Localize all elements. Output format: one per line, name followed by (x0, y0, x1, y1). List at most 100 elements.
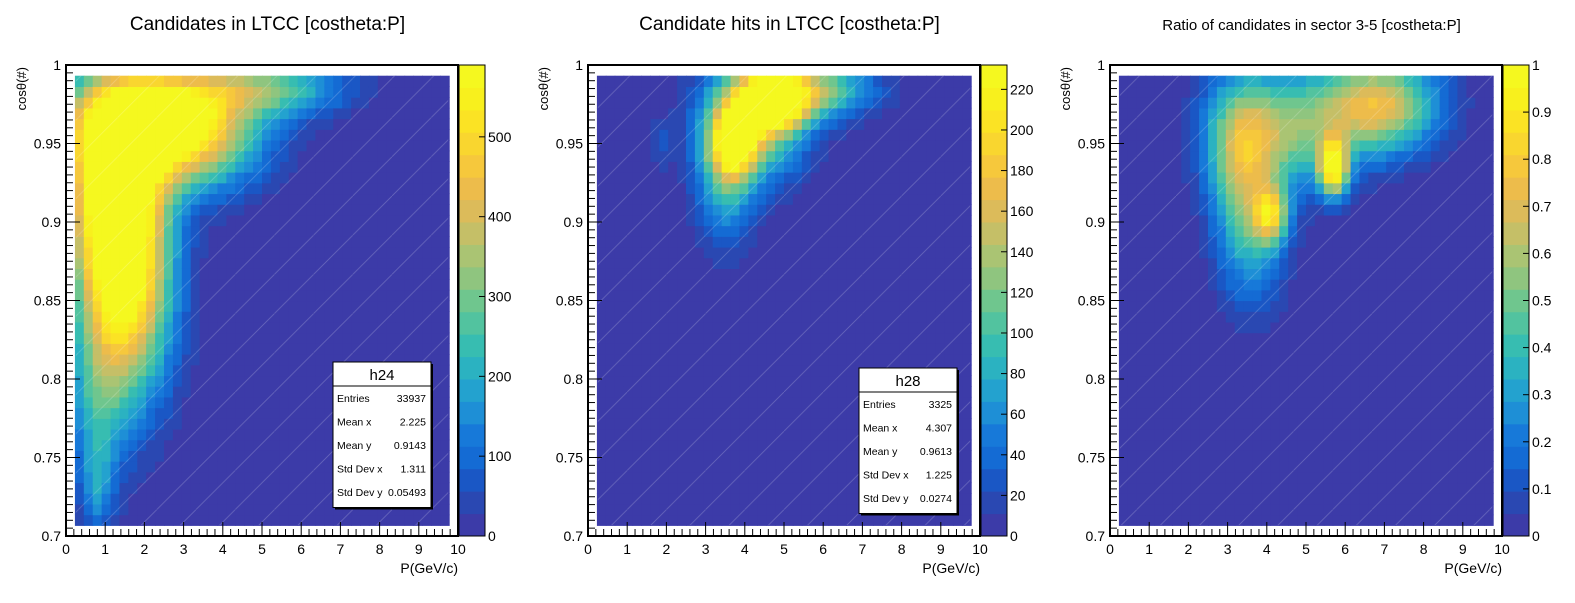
y-tick-label: 0.8 (42, 371, 62, 387)
color-bar-label: 180 (1010, 163, 1034, 179)
color-bar-step (459, 266, 485, 290)
x-tick-label: 2 (663, 541, 671, 557)
color-bar-step (981, 468, 1007, 492)
color-bar-label: 0 (488, 528, 496, 544)
color-bar-frame (980, 64, 1008, 537)
color-bar-step (459, 401, 485, 425)
color-bar-step (981, 379, 1007, 402)
color-bar-step (981, 491, 1007, 515)
color-bar-step (459, 491, 485, 515)
y-tick-label: 0.8 (564, 371, 584, 387)
stats-box-name: h28 (895, 373, 920, 390)
x-axis: 0 1 2 3 4 5 6 7 8 9 10P(GeV/c) (62, 522, 466, 576)
stats-box: h24 Entries 33937 Mean x 2.225 Mean y 0.9143 St… (332, 361, 433, 510)
color-bar-step (981, 65, 1007, 88)
color-bar-step (981, 132, 1007, 156)
chart-title: Candidate hits in LTCC [costheta:P] (639, 14, 940, 35)
color-bar-label: 40 (1010, 447, 1026, 463)
chart-title: Candidates in LTCC [costheta:P] (130, 14, 405, 35)
x-tick-label: 9 (937, 541, 945, 557)
stats-row-value: 33937 (397, 393, 426, 405)
color-bar-label: 200 (488, 368, 512, 384)
x-tick-label: 1 (101, 541, 109, 557)
stats-row-value: 3325 (929, 399, 953, 411)
color-bar-step (981, 446, 1007, 470)
chart-panel-1: Candidates in LTCC [costheta:P]0 1 2 3 4 5 6 7 8… (14, 14, 512, 576)
x-tick-label: 6 (819, 541, 827, 557)
x-tick-label: 6 (297, 541, 305, 557)
color-bar-step (459, 87, 485, 111)
x-tick-label: 10 (972, 541, 988, 557)
color-bar-step (981, 513, 1007, 537)
color-bar-label: 400 (488, 209, 512, 225)
color-bar-step (981, 222, 1007, 245)
color-bar-label: 160 (1010, 203, 1034, 219)
color-bar-label: 140 (1010, 244, 1034, 260)
color-bar-step (981, 334, 1007, 358)
stats-row-label: Mean x (863, 423, 898, 435)
color-bar-label: 220 (1010, 81, 1034, 97)
x-tick-label: 7 (859, 541, 867, 557)
y-tick-label: 0.75 (34, 450, 61, 466)
x-tick-label: 9 (415, 541, 423, 557)
x-tick-label: 1 (623, 541, 631, 557)
stats-row-label: Std Dev y (863, 493, 909, 505)
x-tick-label: 8 (898, 541, 906, 557)
color-bar-step (981, 289, 1007, 313)
stats-row-label: Std Dev x (337, 464, 383, 476)
color-bar-step (459, 289, 485, 313)
x-tick-label: 0 (62, 541, 70, 557)
stats-row-label: Mean y (863, 446, 898, 458)
color-bar-label: 100 (488, 448, 512, 464)
x-tick-label: 3 (180, 541, 188, 557)
y-tick-label: 0.9 (42, 214, 62, 230)
y-tick-label: 0.95 (34, 136, 61, 152)
color-bar-step (459, 513, 485, 537)
stats-row-label: Mean x (337, 417, 372, 429)
stats-row-value: 0.9143 (394, 440, 426, 452)
y-tick-label: 0.7 (564, 528, 584, 544)
color-bar-label: 100 (1010, 325, 1034, 341)
stats-row-label: Mean y (337, 440, 372, 452)
x-tick-label: 4 (741, 541, 749, 557)
color-bar-step (459, 468, 485, 492)
stats-row-label: Entries (337, 393, 370, 405)
x-tick-label: 3 (702, 541, 710, 557)
x-tick-label: 0 (584, 541, 592, 557)
color-bar-label: 80 (1010, 366, 1026, 382)
stats-row-value: 0.0274 (920, 493, 952, 505)
stats-row-value: 1.311 (401, 464, 427, 476)
stats-box-name: h24 (369, 367, 394, 384)
color-bar-label: 0 (1010, 528, 1018, 544)
x-tick-label: 4 (219, 541, 227, 557)
color-bar-step (459, 311, 485, 335)
color-bar-step (459, 154, 485, 178)
x-axis-label: P(GeV/c) (922, 560, 980, 576)
color-bar-step (459, 65, 485, 88)
y-axis-label: cosθ(#) (14, 67, 29, 110)
stats-row-label: Entries (863, 399, 896, 411)
color-bar-frame (458, 64, 486, 537)
y-tick-label: 0.85 (34, 293, 61, 309)
y-tick-label: 1 (575, 57, 583, 73)
color-bar-step (981, 401, 1007, 425)
stats-row-label: Std Dev y (337, 487, 383, 499)
color-bar-step (981, 199, 1007, 223)
x-tick-label: 7 (337, 541, 345, 557)
color-bar-step (981, 244, 1007, 268)
color-bar-label: 120 (1010, 284, 1034, 300)
color-bar-step (459, 356, 485, 380)
y-tick-label: 1 (53, 57, 61, 73)
stats-row-value: 0.05493 (388, 487, 426, 499)
stats-row-value: 2.225 (400, 417, 426, 429)
color-bar-label: 500 (488, 129, 512, 145)
color-bar-step (981, 109, 1007, 133)
color-bar-step (459, 132, 485, 156)
x-tick-label: 5 (780, 541, 788, 557)
